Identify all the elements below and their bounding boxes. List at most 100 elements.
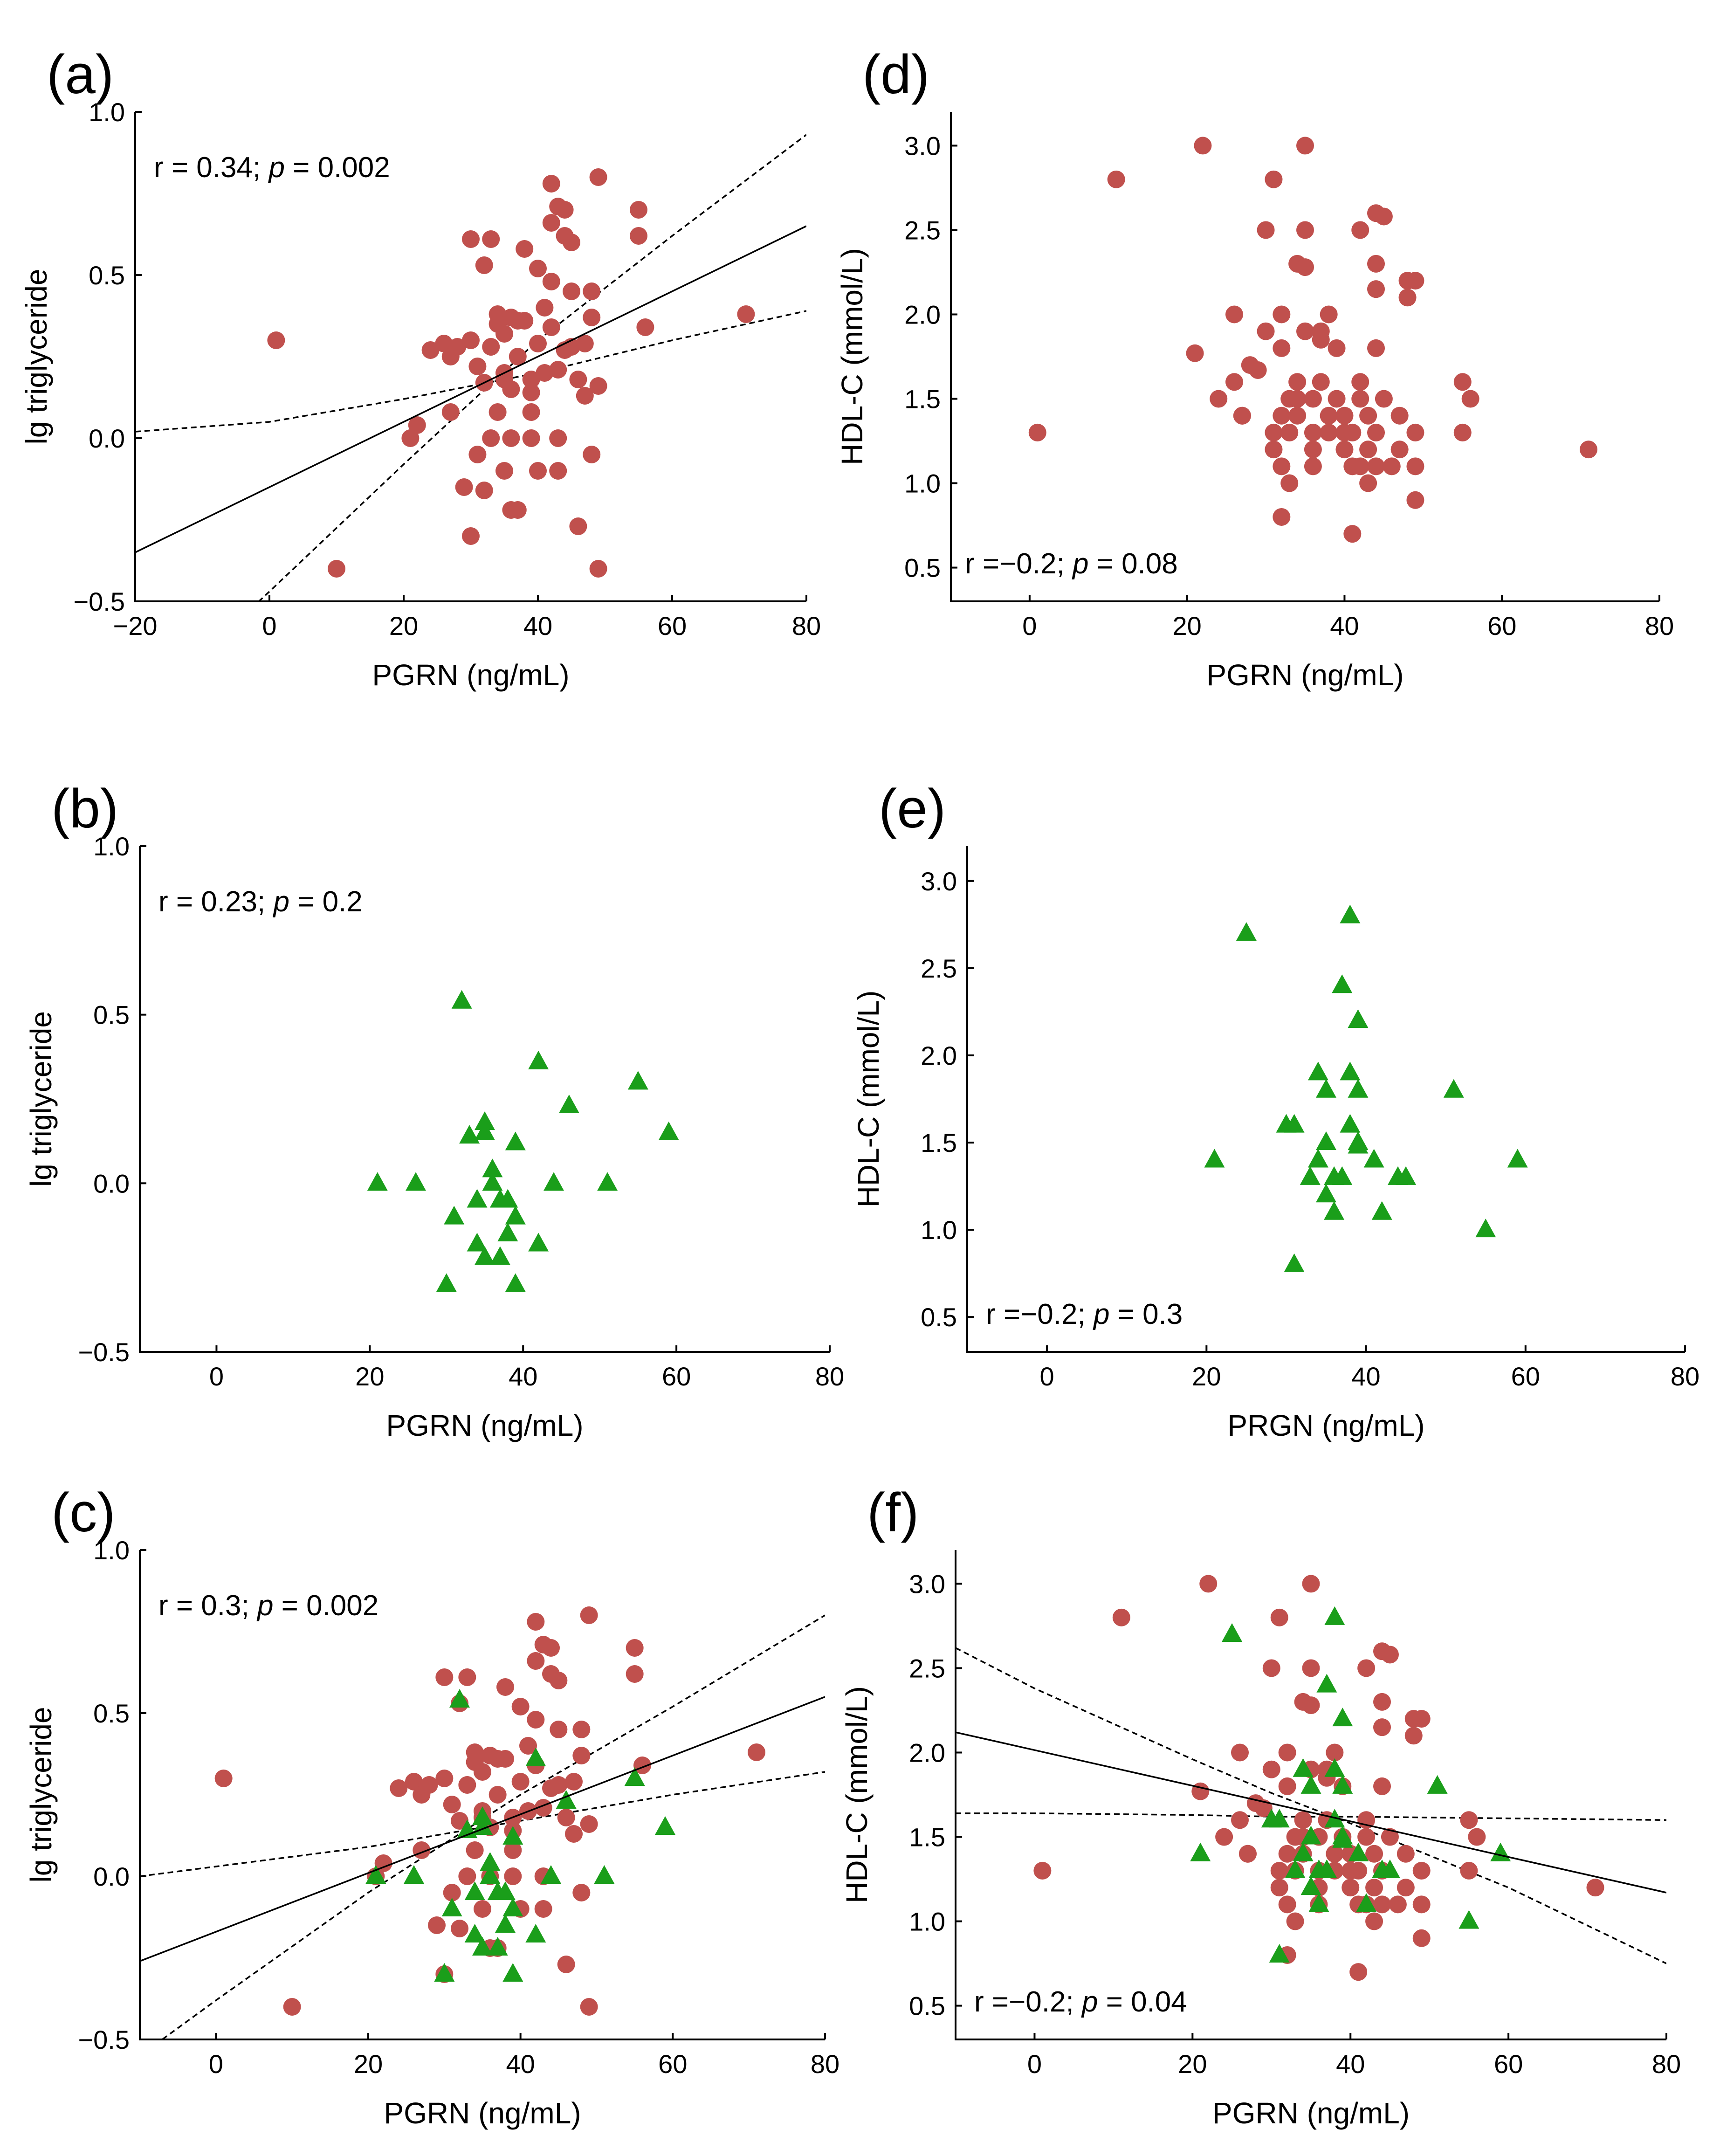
- data-point-circle: [1357, 1828, 1376, 1846]
- x-tick-label: 20: [354, 2049, 383, 2079]
- data-point-circle: [1273, 406, 1291, 425]
- stat-p-value: = 0.2: [289, 886, 363, 918]
- data-point-triangle: [1324, 1201, 1345, 1220]
- data-point-triangle: [434, 1963, 455, 1982]
- data-point-circle: [488, 1786, 507, 1804]
- stat-r: r = 0.3;: [158, 1590, 257, 1622]
- data-point-triangle: [367, 1172, 388, 1191]
- data-point-triangle: [505, 1273, 526, 1292]
- data-point-circle: [435, 1770, 454, 1787]
- data-point-triangle: [1284, 1114, 1305, 1133]
- data-point-triangle: [1348, 1079, 1369, 1098]
- stat-r: r =−0.2;: [986, 1298, 1094, 1330]
- data-point-circle: [556, 201, 574, 219]
- data-point-triangle: [444, 1205, 465, 1225]
- axes-frame: [139, 846, 830, 1353]
- data-point-triangle: [464, 1924, 485, 1942]
- data-point-circle: [1580, 441, 1597, 459]
- data-point-circle: [1357, 1659, 1376, 1677]
- y-tick-label: 2.5: [904, 215, 941, 245]
- y-tick-label: 0.5: [93, 1699, 130, 1728]
- y-tick-label: 0.5: [904, 553, 941, 583]
- data-point-circle: [1296, 137, 1314, 155]
- data-point-circle: [1233, 406, 1251, 425]
- data-point-circle: [451, 1920, 468, 1937]
- data-point-triangle: [1396, 1166, 1417, 1185]
- data-point-circle: [1278, 1895, 1296, 1914]
- regression-line: [140, 1696, 825, 1962]
- ci-band-upper: [257, 134, 806, 601]
- data-point-triangle: [497, 1222, 518, 1241]
- data-point-circle: [1367, 423, 1385, 441]
- x-tick-label: 40: [506, 2049, 535, 2079]
- data-point-triangle: [502, 1963, 523, 1982]
- data-point-triangle: [1316, 1674, 1337, 1693]
- data-point-circle: [1296, 221, 1314, 239]
- data-point-circle: [529, 462, 547, 480]
- data-point-circle: [441, 403, 460, 421]
- data-point-triangle: [505, 1131, 526, 1150]
- ci-band-lower: [140, 1771, 825, 1877]
- y-tick-label: 0.5: [93, 1000, 130, 1030]
- data-point-triangle: [1363, 1149, 1384, 1168]
- data-point-triangle: [1293, 1758, 1314, 1777]
- data-point-circle: [636, 318, 654, 336]
- data-point-circle: [1389, 1895, 1407, 1914]
- data-point-circle: [1342, 1879, 1360, 1897]
- data-point-triangle: [558, 1094, 579, 1113]
- data-point-circle: [1270, 1861, 1288, 1880]
- data-point-circle: [1397, 1879, 1415, 1897]
- data-point-circle: [563, 234, 580, 251]
- data-point-circle: [1375, 390, 1393, 408]
- data-point-triangle: [406, 1172, 426, 1191]
- y-tick-label: 1.0: [93, 1536, 130, 1565]
- data-point-circle: [1335, 441, 1354, 459]
- data-point-circle: [1320, 406, 1338, 425]
- y-tick-label: −0.5: [78, 2025, 130, 2054]
- data-point-circle: [549, 361, 567, 379]
- data-point-triangle: [467, 1233, 488, 1252]
- data-point-circle: [1359, 474, 1377, 492]
- data-point-circle: [1381, 1646, 1399, 1664]
- data-point-circle: [527, 1652, 545, 1670]
- y-tick-label: 0.0: [93, 1169, 130, 1198]
- data-point-triangle: [502, 1898, 523, 1916]
- data-point-circle: [589, 377, 607, 395]
- x-tick-label: 20: [1178, 2049, 1207, 2079]
- data-point-triangle: [441, 1898, 462, 1916]
- data-point-circle: [421, 341, 440, 359]
- x-tick-label: 80: [792, 611, 821, 641]
- data-point-circle: [626, 1639, 644, 1657]
- stat-p-label: p: [268, 152, 284, 184]
- data-point-triangle: [436, 1273, 457, 1292]
- data-point-circle: [458, 1668, 476, 1686]
- data-point-circle: [1412, 1929, 1431, 1947]
- data-point-circle: [1288, 406, 1307, 425]
- data-point-triangle: [1340, 1061, 1361, 1081]
- data-point-triangle: [487, 1937, 508, 1956]
- x-tick-label: 0: [1022, 611, 1037, 641]
- x-tick-label: 0: [209, 2049, 223, 2079]
- data-point-triangle: [1340, 904, 1361, 923]
- data-point-triangle: [1308, 1893, 1329, 1912]
- data-point-triangle: [482, 1172, 503, 1191]
- data-point-circle: [1215, 1828, 1233, 1846]
- data-point-circle: [1294, 1811, 1312, 1829]
- data-point-circle: [580, 1815, 598, 1833]
- data-point-circle: [583, 309, 601, 326]
- data-point-circle: [511, 1698, 530, 1715]
- data-point-circle: [1107, 170, 1125, 188]
- data-point-circle: [474, 1763, 491, 1781]
- y-tick-label: 2.5: [921, 954, 957, 983]
- data-point-triangle: [1307, 1061, 1328, 1081]
- data-point-triangle: [1332, 1829, 1353, 1848]
- x-tick-label: 80: [1671, 1362, 1699, 1391]
- data-point-circle: [536, 299, 554, 317]
- data-point-circle: [1280, 474, 1299, 492]
- x-axis-title: PGRN (ng/mL): [384, 2096, 581, 2130]
- stat-r: r = 0.23;: [158, 886, 273, 918]
- data-point-circle: [1343, 525, 1362, 543]
- y-tick-label: 0.5: [921, 1302, 957, 1332]
- data-point-circle: [1406, 457, 1424, 475]
- data-point-circle: [458, 1867, 476, 1885]
